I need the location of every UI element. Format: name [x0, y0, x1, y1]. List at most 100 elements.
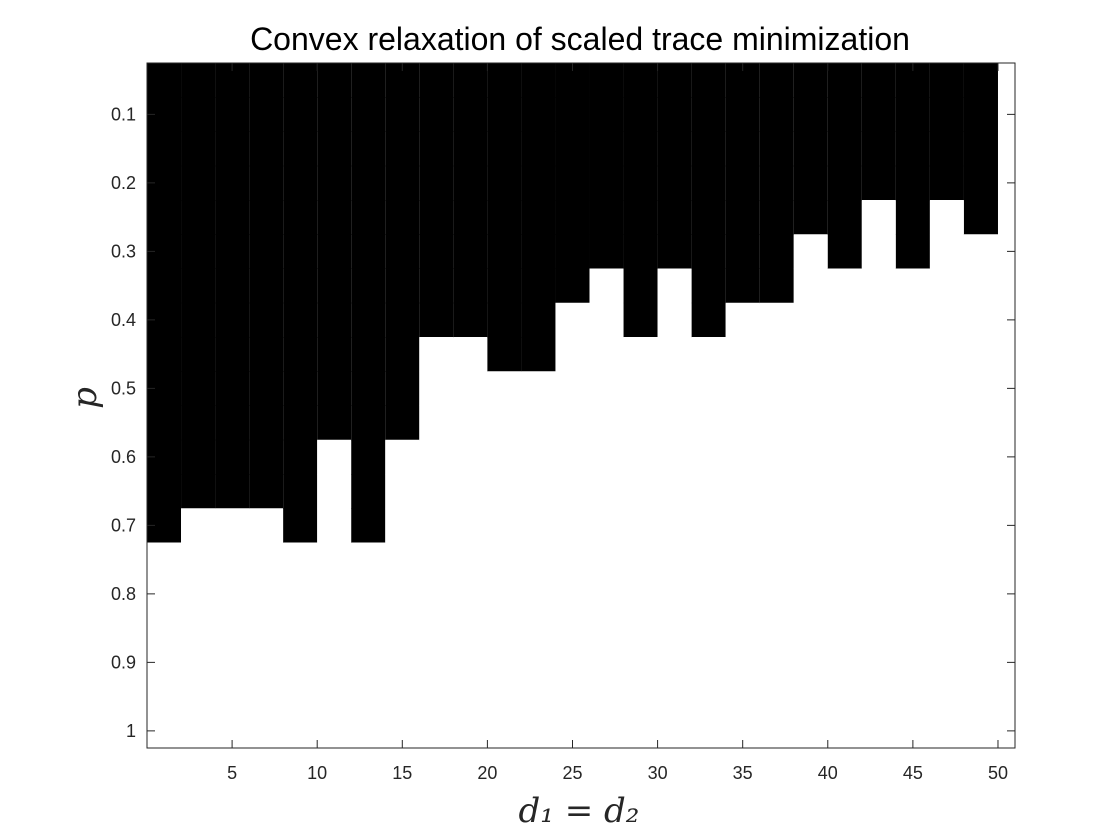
- heatmap-cell: [623, 679, 658, 715]
- heatmap-cell: [861, 713, 896, 749]
- heatmap-cell: [317, 713, 352, 749]
- y-tick-label: 0.4: [111, 310, 136, 330]
- heatmap-cell: [861, 679, 896, 715]
- heatmap-cell: [351, 268, 386, 304]
- heatmap-cell: [521, 713, 556, 749]
- heatmap-cell: [963, 576, 998, 612]
- heatmap-cell: [589, 165, 624, 201]
- heatmap-cell: [963, 97, 998, 132]
- heatmap-cell: [249, 405, 284, 441]
- heatmap-cell: [249, 474, 284, 509]
- heatmap-cell: [181, 268, 216, 304]
- heatmap-cell: [657, 268, 692, 304]
- heatmap-cell: [963, 371, 998, 406]
- heatmap-cell: [827, 713, 862, 749]
- heatmap-cell: [657, 713, 692, 749]
- heatmap-cell: [215, 371, 250, 406]
- heatmap-cell: [555, 508, 590, 543]
- heatmap-cell: [861, 474, 896, 509]
- heatmap-cell: [827, 474, 862, 509]
- heatmap-cell: [623, 63, 658, 98]
- heatmap-cell: [317, 165, 352, 201]
- heatmap-cell: [759, 542, 794, 578]
- heatmap-cell: [929, 268, 964, 304]
- heatmap-cell: [691, 474, 726, 509]
- heatmap-cell: [419, 679, 454, 715]
- y-tick-label: 0.8: [111, 584, 136, 604]
- heatmap-cell: [147, 131, 182, 167]
- heatmap-cell: [759, 713, 794, 749]
- heatmap-cell: [929, 508, 964, 543]
- heatmap-cell: [385, 679, 420, 715]
- heatmap-cell: [895, 234, 930, 269]
- heatmap-cell: [895, 302, 930, 338]
- heatmap-cell: [521, 611, 556, 646]
- heatmap-cell: [419, 474, 454, 509]
- heatmap-cell: [793, 439, 828, 475]
- x-tick-label: 50: [988, 763, 1008, 783]
- heatmap-cell: [351, 405, 386, 441]
- heatmap-cell: [521, 542, 556, 578]
- heatmap-cell: [555, 679, 590, 715]
- heatmap-cell: [623, 713, 658, 749]
- heatmap-cell: [453, 268, 488, 304]
- heatmap-cell: [419, 508, 454, 543]
- x-tick-label: 40: [818, 763, 838, 783]
- y-tick-label: 0.9: [111, 652, 136, 672]
- heatmap-cell: [657, 63, 692, 98]
- heatmap-cell: [249, 508, 284, 543]
- heatmap-cell: [283, 645, 318, 680]
- heatmap-cells: [147, 63, 998, 749]
- heatmap-cell: [555, 439, 590, 475]
- heatmap-cell: [827, 405, 862, 441]
- heatmap-cell: [759, 439, 794, 475]
- heatmap-cell: [453, 611, 488, 646]
- heatmap-cell: [929, 337, 964, 372]
- heatmap-cell: [351, 713, 386, 749]
- heatmap-cell: [487, 337, 522, 372]
- heatmap-cell: [419, 542, 454, 578]
- heatmap-cell: [181, 679, 216, 715]
- heatmap-cell: [827, 371, 862, 406]
- heatmap-cell: [657, 302, 692, 338]
- heatmap-cell: [181, 508, 216, 543]
- heatmap-cell: [691, 405, 726, 441]
- heatmap-cell: [215, 268, 250, 304]
- heatmap-cell: [963, 337, 998, 372]
- x-tick-label: 35: [733, 763, 753, 783]
- heatmap-cell: [181, 200, 216, 235]
- heatmap-cell: [419, 405, 454, 441]
- heatmap-cell: [929, 474, 964, 509]
- heatmap-cell: [181, 165, 216, 201]
- heatmap-cell: [589, 542, 624, 578]
- heatmap-cell: [351, 200, 386, 235]
- heatmap-cell: [555, 234, 590, 269]
- heatmap-cell: [861, 439, 896, 475]
- heatmap-cell: [283, 200, 318, 235]
- heatmap-cell: [215, 508, 250, 543]
- heatmap-cell: [759, 474, 794, 509]
- heatmap-cell: [181, 234, 216, 269]
- heatmap-cell: [657, 371, 692, 406]
- heatmap-cell: [487, 439, 522, 475]
- heatmap-cell: [827, 337, 862, 372]
- heatmap-cell: [317, 576, 352, 612]
- heatmap-cell: [861, 542, 896, 578]
- heatmap-cell: [589, 200, 624, 235]
- heatmap-cell: [453, 576, 488, 612]
- heatmap-cell: [521, 165, 556, 201]
- heatmap-cell: [419, 200, 454, 235]
- heatmap-cell: [215, 474, 250, 509]
- heatmap-cell: [487, 268, 522, 304]
- heatmap-cell: [487, 200, 522, 235]
- heatmap-cell: [283, 268, 318, 304]
- y-axis-ticks: 0.1 0.2 0.3 0.4 0.5 0.6 0.7 0.8 0.9 1: [111, 104, 1015, 741]
- heatmap-cell: [487, 302, 522, 338]
- heatmap-cell: [827, 131, 862, 167]
- heatmap-cell: [929, 97, 964, 132]
- heatmap-cell: [623, 131, 658, 167]
- heatmap-cell: [351, 542, 386, 578]
- heatmap-cell: [283, 97, 318, 132]
- heatmap-cell: [963, 542, 998, 578]
